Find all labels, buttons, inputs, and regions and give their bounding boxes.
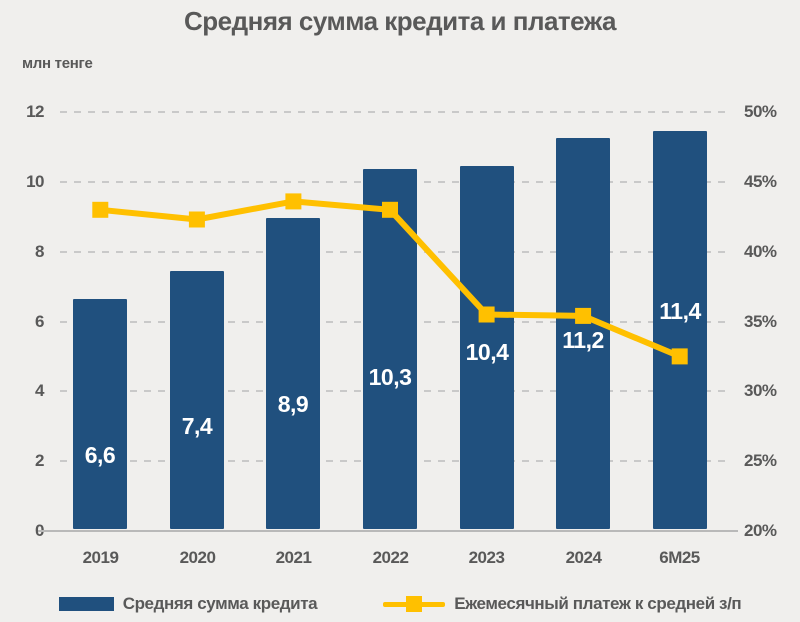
right-axis-tick: 25% [744,451,777,470]
right-axis-tick: 30% [744,381,777,400]
bar-2024 [556,138,610,529]
x-axis-label-2020: 2020 [179,548,216,567]
left-axis-tick: 12 [26,102,44,121]
bar-series-label: Средняя сумма кредита [122,594,318,613]
line-swatch-marker [406,596,423,612]
bar-2020 [170,271,224,529]
x-axis-ticks: 2019 2020 2021 2022 2023 2024 6М25 [52,548,728,572]
bar-value-label: 10,4 [465,339,509,365]
x-axis-label-2021: 2021 [275,548,312,567]
x-axis-label-2019: 2019 [82,548,119,567]
bar-value-label: 11,4 [659,298,701,324]
legend: Средняя сумма кредита Ежемесячный платеж… [0,590,800,618]
left-axis-unit-label: млн тенге [22,55,93,72]
line-series [92,193,688,365]
bar-2021 [266,218,320,529]
legend-item-line: Ежемесячный платеж к средней з/п [383,594,742,614]
x-axis-baseline [38,530,738,532]
x-axis-label-2023: 2023 [468,548,505,567]
line-marker-2020 [188,211,205,228]
right-axis-tick: 35% [744,312,777,331]
right-axis-tick: 40% [744,242,777,261]
line-series-swatch [383,596,446,612]
line-marker-2021 [285,193,302,210]
chart-title: Средняя сумма кредита и платежа [184,6,616,36]
line-marker-2024 [575,307,592,324]
plot-area: 6,6 7,4 8,9 10,3 10,4 11,2 11,4 [38,111,738,532]
left-axis-tick: 6 [35,312,44,331]
x-axis-label-6М25: 6М25 [659,548,700,567]
right-axis-ticks: 50% 45% 40% 35% 30% 25% 20% [744,102,798,540]
line-series-stroke [97,198,683,360]
x-axis-label-2024: 2024 [565,548,602,567]
bar-2019 [73,299,127,529]
x-axis-label-2022: 2022 [372,548,409,567]
left-axis-tick: 10 [26,172,44,191]
left-axis-ticks: 121086420 [0,102,44,540]
bar-6М25 [653,131,707,529]
line-marker-2019 [92,201,109,218]
line-marker-6М25 [671,348,688,365]
bar-value-label: 10,3 [368,364,412,390]
right-axis-tick: 45% [744,172,777,191]
bar-value-label: 7,4 [181,413,213,439]
line-marker-2022 [382,201,398,218]
line-marker-2023 [478,306,495,323]
left-axis-tick: 2 [35,451,44,470]
right-axis-tick: 20% [744,521,777,540]
line-series-label: Ежемесячный платеж к средней з/п [454,594,742,613]
bar-value-label: 11,2 [562,327,604,353]
left-axis-tick: 4 [35,381,44,400]
bar-value-label: 8,9 [277,391,309,417]
left-axis-tick: 8 [35,242,44,261]
right-axis-tick: 50% [744,102,777,121]
legend-item-bar: Средняя сумма кредита [58,594,318,614]
bar-2023 [460,166,514,529]
bar-series-swatch [58,597,114,611]
gridline [60,111,728,113]
bar-value-label: 6,6 [84,442,116,468]
